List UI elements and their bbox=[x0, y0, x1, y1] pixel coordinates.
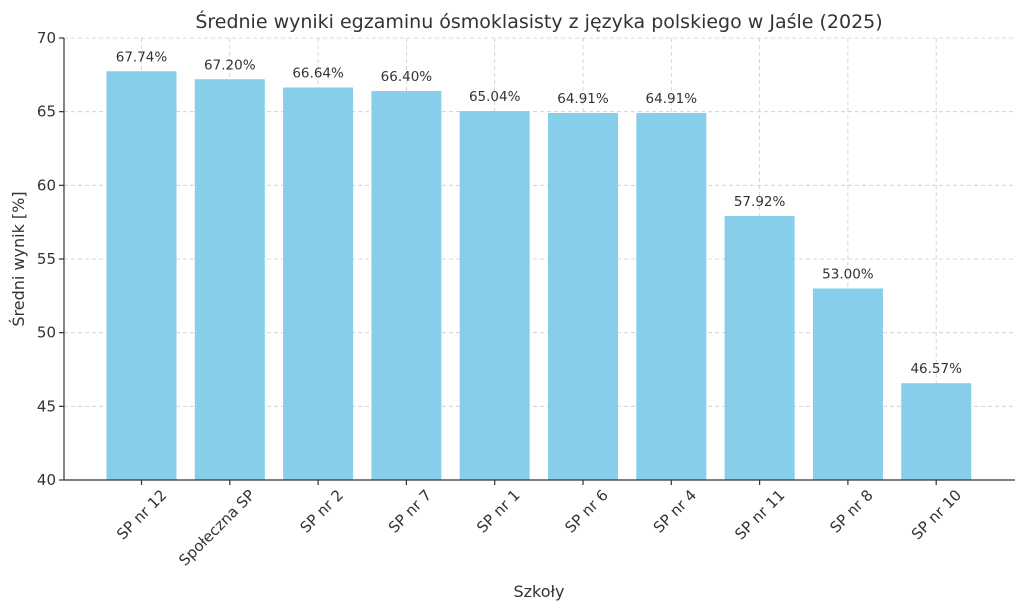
y-tick-label: 40 bbox=[37, 471, 56, 489]
y-tick-labels: 40 45 50 55 60 65 70 bbox=[37, 29, 64, 489]
bar-value-label: 65.04% bbox=[469, 89, 521, 105]
bar-value-label: 66.64% bbox=[292, 66, 344, 82]
bar-value-label: 64.91% bbox=[646, 91, 698, 107]
y-tick-label: 70 bbox=[37, 29, 56, 47]
bar bbox=[548, 112, 618, 480]
bar bbox=[194, 79, 265, 481]
y-tick-label: 50 bbox=[37, 324, 56, 342]
bar bbox=[106, 71, 177, 480]
bar bbox=[724, 215, 795, 480]
x-tick-labels: SP nr 12 Społeczna SP SP nr 2 SP nr 7 SP nr … bbox=[113, 480, 965, 569]
y-tick-label: 55 bbox=[37, 250, 56, 268]
bar-value-label: 67.74% bbox=[116, 49, 168, 65]
bar bbox=[459, 111, 530, 480]
x-axis-label: Szkoły bbox=[513, 582, 564, 601]
x-tick-label: SP nr 1 bbox=[473, 486, 523, 536]
y-tick-label: 45 bbox=[37, 397, 56, 415]
y-tick-label: 65 bbox=[37, 103, 56, 121]
x-tick-label: SP nr 7 bbox=[385, 486, 435, 536]
y-axis-label: Średni wynik [%] bbox=[9, 191, 28, 326]
chart-title: Średnie wyniki egzaminu ósmoklasisty z j… bbox=[195, 9, 882, 33]
x-tick-label: SP nr 8 bbox=[826, 486, 876, 536]
x-tick-label: SP nr 11 bbox=[731, 486, 788, 543]
y-tick-label: 60 bbox=[37, 176, 56, 194]
bar-value-label: 46.57% bbox=[910, 361, 962, 377]
bar bbox=[812, 288, 883, 480]
bar-value-label: 53.00% bbox=[822, 266, 874, 282]
bar bbox=[901, 383, 972, 480]
x-tick-label: SP nr 2 bbox=[296, 486, 346, 536]
bar-value-label: 67.20% bbox=[204, 57, 256, 73]
bar-value-label: 66.40% bbox=[381, 69, 433, 85]
bar-value-label: 57.92% bbox=[734, 194, 786, 210]
x-tick-label: SP nr 12 bbox=[113, 486, 170, 543]
x-tick-label: SP nr 10 bbox=[908, 486, 965, 543]
x-tick-label: SP nr 4 bbox=[650, 486, 700, 536]
x-tick-label: Społeczna SP bbox=[175, 486, 258, 569]
bar bbox=[636, 112, 707, 480]
bars bbox=[106, 71, 972, 481]
data-labels: 67.74% 67.20% 66.64% 66.40% 65.04% 64.91% 64.9… bbox=[116, 49, 962, 377]
bar bbox=[371, 91, 442, 480]
x-tick-label: SP nr 6 bbox=[561, 486, 611, 536]
bar bbox=[283, 87, 354, 480]
bar-value-label: 64.91% bbox=[557, 91, 609, 107]
